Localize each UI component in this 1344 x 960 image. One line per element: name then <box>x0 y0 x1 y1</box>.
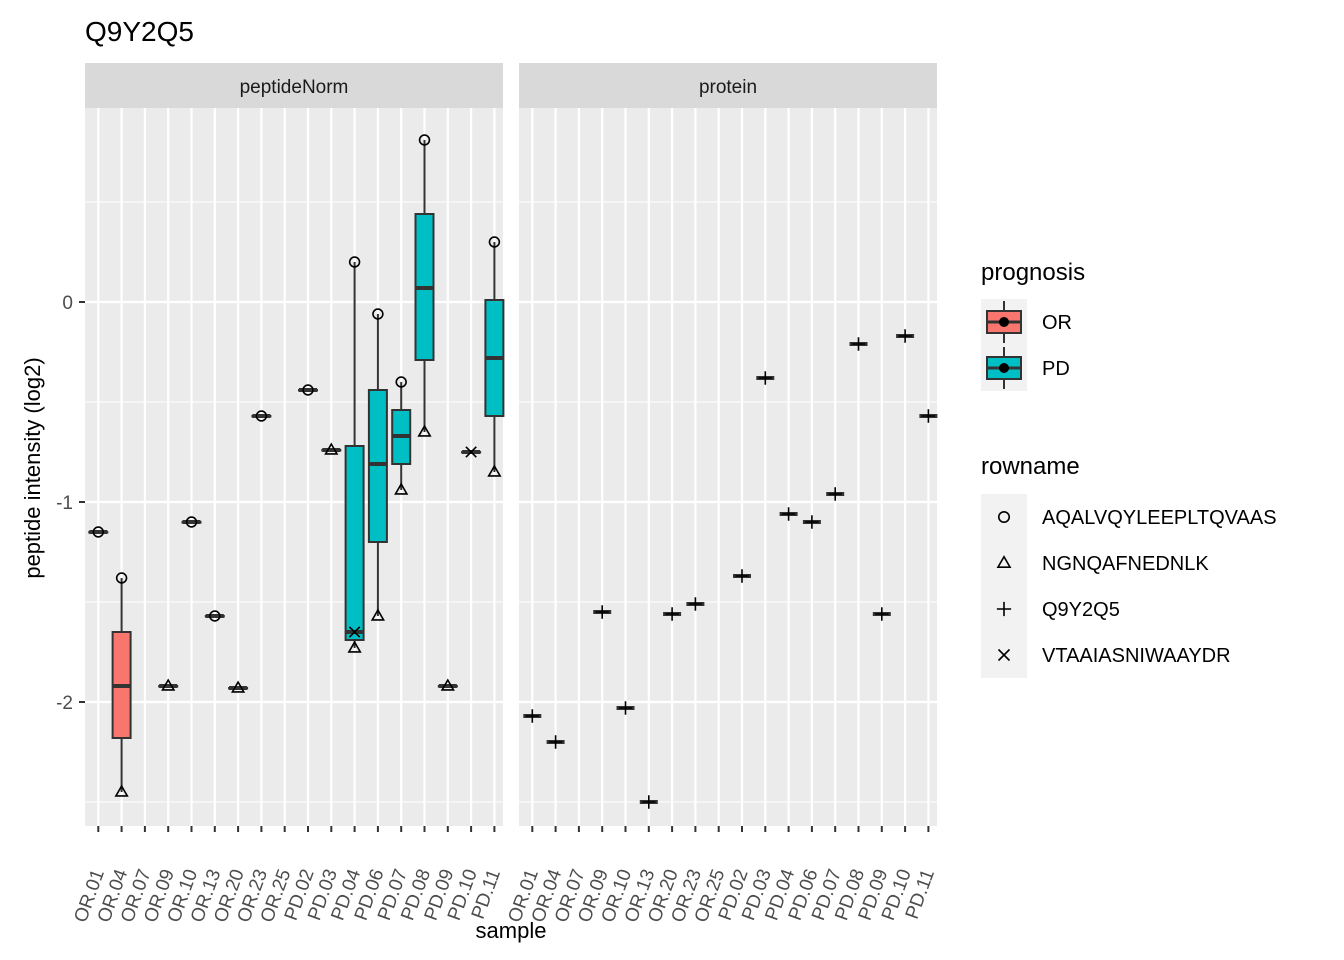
data-point <box>418 134 431 146</box>
legend-label: NGNQAFNEDNLK <box>1042 553 1209 575</box>
box-PD.06 <box>367 314 388 616</box>
facet-panels: peptideNormOR.01OR.04OR.07OR.09OR.10OR.1… <box>56 63 939 925</box>
data-point <box>115 572 128 584</box>
data-point <box>828 487 842 501</box>
facet-strip-label: protein <box>699 77 757 98</box>
data-point <box>230 680 246 693</box>
y-tick-label: -2 <box>56 693 73 714</box>
box-OR.20 <box>228 686 249 690</box>
data-point <box>642 795 656 809</box>
data-point <box>618 701 633 715</box>
data-point <box>185 516 198 528</box>
y-axis-label: peptide intensity (log2) <box>20 357 45 578</box>
data-point <box>440 678 455 691</box>
legend-label: OR <box>1042 312 1072 334</box>
data-point <box>372 308 384 320</box>
legend-shape-circle <box>997 510 1011 524</box>
box-PD.11 <box>484 242 505 472</box>
box-PD.02 <box>298 388 318 392</box>
facet-panel-protein: proteinOR.01OR.04OR.07OR.09OR.10OR.13OR.… <box>504 63 939 925</box>
y-tick-label: -1 <box>56 493 73 514</box>
data-point <box>324 442 339 455</box>
box-PD.04 <box>344 262 365 648</box>
data-point <box>488 236 501 248</box>
legend: prognosis OR PD rowname AQALVQYLEEPLTQVAAS NG… <box>981 259 1277 678</box>
box-OR.13 <box>204 614 225 618</box>
data-point <box>665 607 679 621</box>
data-point <box>851 337 866 351</box>
box-PD.08 <box>414 140 435 432</box>
data-point <box>805 515 819 529</box>
data-point <box>487 464 502 477</box>
panel-background <box>85 108 503 826</box>
legend-key-point <box>999 317 1009 327</box>
chart-title: Q9Y2Q5 <box>85 16 194 47</box>
box-PD.09 <box>437 684 458 688</box>
panel-background <box>519 108 937 826</box>
legend-title-prognosis: prognosis <box>981 259 1085 286</box>
box-PD.07 <box>391 382 412 490</box>
data-point <box>595 605 609 619</box>
box-PD.03 <box>321 448 342 452</box>
data-point <box>370 608 386 621</box>
data-point <box>209 610 221 622</box>
facet-strip-label: peptideNorm <box>240 77 349 98</box>
box-OR.09 <box>158 684 179 688</box>
data-point <box>688 597 703 611</box>
facet-panel-peptideNorm: peptideNormOR.01OR.04OR.07OR.09OR.10OR.1… <box>70 63 505 925</box>
data-point <box>395 376 407 388</box>
data-point <box>348 256 361 268</box>
data-point <box>548 735 563 749</box>
data-point <box>348 626 361 638</box>
legend-label: VTAAIASNIWAAYDR <box>1042 645 1231 667</box>
x-axis-label: sample <box>476 918 547 943</box>
legend-shape-triangle <box>996 555 1012 568</box>
data-point <box>161 678 176 691</box>
data-point <box>302 384 314 396</box>
data-point <box>92 526 105 538</box>
data-point <box>394 482 409 495</box>
legend-label: Q9Y2Q5 <box>1042 599 1120 621</box>
data-point <box>525 709 540 723</box>
box-body <box>344 445 365 641</box>
data-point <box>758 371 773 385</box>
legend-key-background <box>981 494 1027 678</box>
box-OR.23 <box>251 414 272 418</box>
box-OR.01 <box>88 530 109 534</box>
data-point <box>255 410 268 422</box>
data-point <box>875 607 889 621</box>
facet-strip <box>85 63 503 108</box>
data-point <box>735 569 749 583</box>
data-point <box>465 446 477 458</box>
legend-key-PD <box>981 345 1027 391</box>
data-point <box>114 784 129 797</box>
y-axis: 0 -1 -2 <box>56 293 85 714</box>
legend-title-rowname: rowname <box>981 453 1080 480</box>
data-point <box>781 507 796 521</box>
legend-label: PD <box>1042 358 1070 380</box>
data-point <box>898 329 912 343</box>
legend-label: AQALVQYLEEPLTQVAAS <box>1042 507 1277 529</box>
box-OR.10 <box>181 520 202 524</box>
data-point <box>417 424 432 437</box>
legend-key-OR <box>981 299 1027 345</box>
facet-strip <box>519 63 937 108</box>
data-point <box>347 640 362 653</box>
legend-shape-cross <box>997 648 1011 662</box>
box-OR.04 <box>111 578 132 792</box>
legend-shape-plus <box>996 601 1012 617</box>
legend-key-point <box>999 363 1009 373</box>
y-tick-label: 0 <box>62 293 73 314</box>
data-point <box>921 409 936 423</box>
